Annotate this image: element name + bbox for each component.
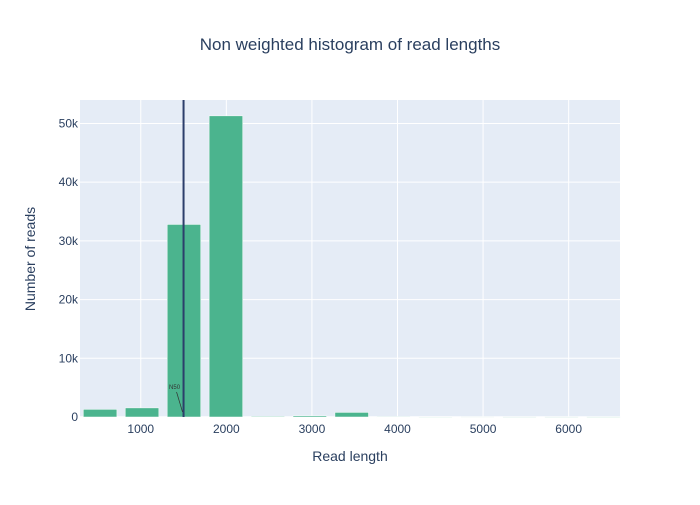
histogram-bar[interactable]	[544, 416, 579, 418]
histogram-bar[interactable]	[83, 409, 118, 418]
x-tick-label: 3000	[299, 422, 326, 436]
x-tick-label: 1000	[127, 422, 154, 436]
x-tick-label: 2000	[213, 422, 240, 436]
histogram-bar[interactable]	[334, 412, 369, 418]
x-axis-ticks: 1000 2000 3000 4000 5000 6000	[127, 422, 582, 436]
x-axis-label: Read length	[312, 448, 388, 464]
y-axis-ticks: 0 10k 20k 30k 40k 50k	[59, 116, 79, 424]
histogram-bar[interactable]	[586, 416, 621, 418]
histogram-bar[interactable]	[376, 416, 411, 418]
n50-arrow	[176, 391, 183, 413]
chart-title: Non weighted histogram of read lengths	[200, 35, 501, 54]
y-tick-label: 10k	[59, 351, 79, 365]
x-tick-label: 6000	[555, 422, 582, 436]
x-tick-label: 5000	[470, 422, 497, 436]
histogram-bar[interactable]	[208, 115, 243, 418]
histogram-bar[interactable]	[292, 415, 327, 418]
n50-label: N50	[169, 385, 181, 391]
histogram-bar[interactable]	[418, 416, 453, 418]
histogram-bar[interactable]	[250, 416, 285, 418]
histogram-bar[interactable]	[460, 416, 495, 418]
x-tick-label: 4000	[384, 422, 411, 436]
histogram-bar[interactable]	[502, 416, 537, 418]
y-tick-label: 30k	[59, 234, 79, 248]
n50-marker: N50	[169, 100, 185, 417]
y-tick-label: 40k	[59, 175, 79, 189]
y-tick-label: 0	[71, 410, 78, 424]
plot-background	[80, 100, 620, 417]
y-tick-label: 50k	[59, 116, 79, 130]
histogram-bar[interactable]	[125, 407, 160, 418]
y-axis-label: Number of reads	[22, 207, 38, 311]
y-tick-label: 20k	[59, 293, 79, 307]
